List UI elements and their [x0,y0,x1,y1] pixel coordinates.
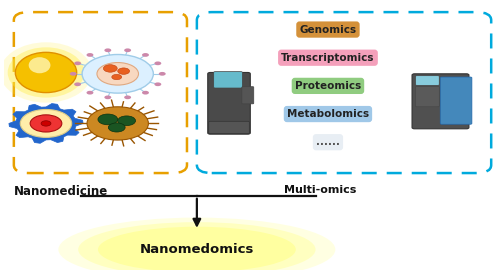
FancyBboxPatch shape [412,74,469,129]
Ellipse shape [98,227,296,271]
FancyBboxPatch shape [214,72,242,88]
Text: Metabolomics: Metabolomics [287,109,369,119]
Circle shape [118,116,136,125]
Ellipse shape [58,218,336,271]
Circle shape [86,91,94,95]
Circle shape [112,74,122,80]
FancyBboxPatch shape [208,72,250,134]
Circle shape [124,49,131,52]
Circle shape [104,49,112,52]
Text: Multi-omics: Multi-omics [284,185,356,195]
Circle shape [86,53,94,57]
Circle shape [154,82,162,86]
Circle shape [104,65,117,72]
FancyBboxPatch shape [416,86,440,107]
Circle shape [104,95,112,99]
FancyBboxPatch shape [416,76,440,85]
Ellipse shape [8,47,85,98]
Polygon shape [9,104,83,143]
Circle shape [70,72,76,76]
Text: Genomics: Genomics [300,25,356,34]
Text: Transcriptomics: Transcriptomics [281,53,374,63]
Text: Proteomics: Proteomics [295,81,361,91]
Circle shape [159,72,166,76]
Ellipse shape [78,222,316,271]
Circle shape [98,114,117,125]
FancyBboxPatch shape [242,87,254,104]
Text: ......: ...... [316,137,340,147]
Circle shape [154,62,162,65]
Ellipse shape [0,42,92,103]
Circle shape [97,63,138,85]
Circle shape [41,121,51,126]
FancyBboxPatch shape [208,121,250,134]
Circle shape [74,62,81,65]
Circle shape [74,82,81,86]
Ellipse shape [16,52,76,93]
Circle shape [20,109,72,137]
Circle shape [82,54,154,93]
Circle shape [142,91,149,95]
Circle shape [30,115,62,132]
Ellipse shape [16,52,76,93]
Circle shape [87,107,148,140]
Circle shape [142,53,149,57]
Circle shape [124,95,131,99]
Text: Nanomedomics: Nanomedomics [140,243,254,256]
FancyBboxPatch shape [440,77,472,124]
Ellipse shape [28,57,50,73]
Circle shape [118,68,130,74]
Text: Nanomedicine: Nanomedicine [14,185,108,198]
Circle shape [108,123,125,132]
